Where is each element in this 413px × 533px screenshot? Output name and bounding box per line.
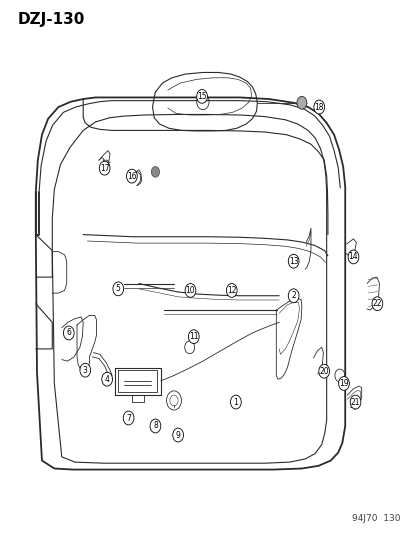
Text: 15: 15 <box>197 92 206 101</box>
Text: 22: 22 <box>372 299 381 308</box>
Circle shape <box>99 161 110 175</box>
Circle shape <box>102 372 112 386</box>
Text: 2: 2 <box>291 291 295 300</box>
Text: 1: 1 <box>233 398 238 407</box>
Text: 10: 10 <box>185 286 195 295</box>
Circle shape <box>63 326 74 340</box>
Text: 18: 18 <box>314 102 323 111</box>
Text: 6: 6 <box>66 328 71 337</box>
Text: DZJ-130: DZJ-130 <box>17 12 84 27</box>
Circle shape <box>287 254 298 268</box>
Circle shape <box>150 419 160 433</box>
Circle shape <box>188 330 199 344</box>
Circle shape <box>338 376 349 390</box>
Text: 5: 5 <box>116 284 121 293</box>
Text: 17: 17 <box>100 164 109 173</box>
Text: 11: 11 <box>189 332 198 341</box>
Text: 14: 14 <box>348 253 357 261</box>
Text: 19: 19 <box>338 379 348 388</box>
Text: 21: 21 <box>350 398 359 407</box>
Circle shape <box>151 166 159 177</box>
Text: 9: 9 <box>175 431 180 440</box>
Circle shape <box>226 284 237 297</box>
Text: 3: 3 <box>83 366 88 375</box>
Text: 8: 8 <box>153 422 157 431</box>
Circle shape <box>126 169 137 183</box>
Circle shape <box>318 365 329 378</box>
Circle shape <box>123 411 134 425</box>
Text: 20: 20 <box>318 367 328 376</box>
Circle shape <box>196 90 207 103</box>
Circle shape <box>80 364 90 377</box>
Circle shape <box>287 289 298 303</box>
Text: 13: 13 <box>288 257 298 265</box>
Text: 94J70  130: 94J70 130 <box>351 514 400 523</box>
Circle shape <box>113 282 123 296</box>
Text: 4: 4 <box>104 375 109 384</box>
Circle shape <box>349 395 360 409</box>
Circle shape <box>347 250 358 264</box>
Circle shape <box>172 428 183 442</box>
Text: 16: 16 <box>127 172 136 181</box>
Circle shape <box>371 297 382 311</box>
Circle shape <box>313 100 324 114</box>
Text: 12: 12 <box>226 286 236 295</box>
Text: 7: 7 <box>126 414 131 423</box>
Circle shape <box>230 395 241 409</box>
Circle shape <box>296 96 306 109</box>
Circle shape <box>185 284 195 297</box>
